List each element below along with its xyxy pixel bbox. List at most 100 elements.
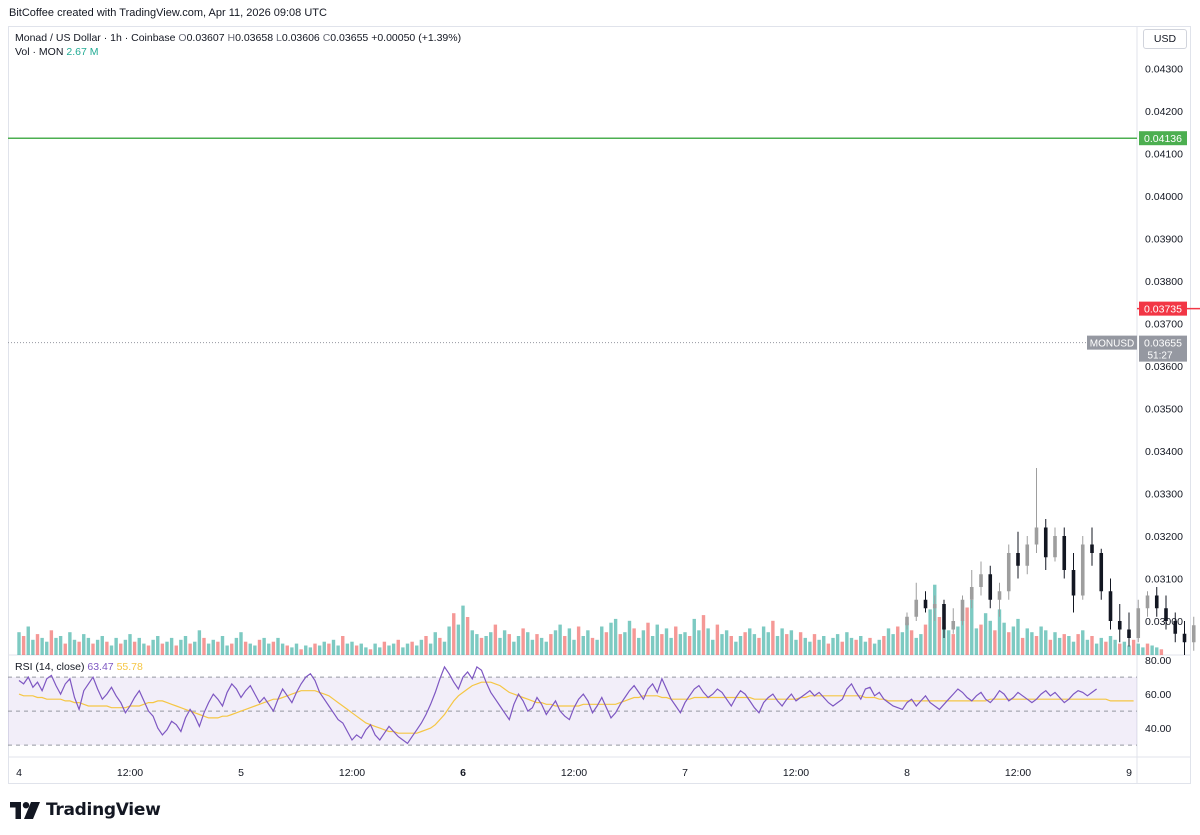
volume-bar xyxy=(317,645,322,655)
volume-bar xyxy=(359,643,363,655)
volume-bar xyxy=(313,643,317,655)
symbol-title[interactable]: Monad / US Dollar · 1h · Coinbase xyxy=(15,32,176,44)
volume-bar xyxy=(114,637,118,655)
volume-bar xyxy=(641,630,646,655)
volume-bar xyxy=(993,630,997,655)
support-tag-label: 0.04136 xyxy=(1144,133,1182,145)
volume-bar xyxy=(572,639,576,655)
volume-bar xyxy=(831,637,835,655)
volume-bar xyxy=(216,641,220,655)
candle-body xyxy=(1071,570,1076,596)
volume-bar xyxy=(257,639,262,655)
candle-body xyxy=(1164,608,1168,621)
volume-bar xyxy=(1122,641,1127,655)
volume-bar xyxy=(475,634,479,655)
volume-bar xyxy=(146,645,151,655)
volume-bar xyxy=(692,618,696,655)
volume-bar xyxy=(447,626,451,655)
volume-bar xyxy=(526,632,530,655)
volume-bar xyxy=(1127,645,1131,655)
brand-text: TradingView xyxy=(46,800,161,820)
volume-bar xyxy=(965,607,969,655)
volume-bar xyxy=(142,643,146,655)
volume-bar xyxy=(581,636,585,655)
volume-bar xyxy=(748,628,752,655)
tradingview-logo[interactable]: TradingView xyxy=(10,799,161,821)
volume-bar xyxy=(780,628,784,655)
volume-bar xyxy=(701,615,706,655)
resistance-tag xyxy=(1139,301,1187,316)
volume-bar xyxy=(45,641,49,655)
volume-bar xyxy=(202,637,206,655)
volume-bar xyxy=(757,637,761,655)
volume-bar xyxy=(697,630,701,655)
volume-bar xyxy=(1020,637,1025,655)
volume-bar xyxy=(239,632,243,655)
volume-bar xyxy=(905,622,909,655)
volume-bar xyxy=(590,637,595,655)
volume-bar xyxy=(456,624,461,655)
volume-value: 2.67 M xyxy=(66,46,99,58)
volume-bar xyxy=(785,634,789,655)
volume-bar xyxy=(1136,643,1140,655)
candle-body xyxy=(1006,553,1011,592)
volume-bar xyxy=(886,628,891,655)
volume-bar xyxy=(290,647,294,655)
volume-bar xyxy=(387,645,391,655)
volume-bar xyxy=(502,630,507,655)
time-tick-label: 12:00 xyxy=(339,767,365,779)
candle-body xyxy=(1117,621,1122,630)
volume-bar xyxy=(368,649,373,655)
high-label: H xyxy=(227,32,236,44)
volume-bar xyxy=(396,639,400,655)
volume-bar xyxy=(345,643,350,655)
volume-bar xyxy=(489,632,493,655)
volume-bar xyxy=(956,626,960,655)
price-levels xyxy=(8,137,1200,344)
volume-bar xyxy=(553,630,558,655)
volume-bar xyxy=(863,641,868,655)
volume-bar xyxy=(826,643,831,655)
volume-bar xyxy=(544,641,548,655)
volume-bar xyxy=(558,624,562,655)
candle-body xyxy=(1090,544,1094,553)
volume-bar xyxy=(563,636,567,655)
volume-bar xyxy=(119,643,123,655)
rsi-label[interactable]: RSI (14, close) xyxy=(15,661,85,673)
volume-bar xyxy=(132,641,137,655)
currency-button[interactable]: USD xyxy=(1143,29,1187,49)
close-label: C xyxy=(322,32,331,44)
volume-bar xyxy=(632,628,636,655)
volume-label[interactable]: Vol · MON xyxy=(15,46,64,58)
volume-bar xyxy=(1150,645,1154,655)
volume-bar xyxy=(419,639,424,655)
volume-bar xyxy=(1016,618,1020,655)
candle-body xyxy=(969,587,974,600)
candle-body xyxy=(1182,633,1187,643)
rsi-tick-label: 40.00 xyxy=(1145,723,1171,735)
volume-bar xyxy=(1007,632,1011,655)
volume-bar xyxy=(1062,634,1066,655)
volume-bar xyxy=(1099,637,1103,655)
volume-bar xyxy=(669,637,673,655)
rsi-value: 63.47 xyxy=(87,661,114,673)
volume-bar xyxy=(470,630,474,655)
price-tick-label: 0.03200 xyxy=(1145,531,1183,543)
volume-bar xyxy=(909,630,914,655)
volume-bar xyxy=(91,643,95,655)
volume-bar xyxy=(1145,643,1150,655)
volume-bar xyxy=(77,641,81,655)
volume-bar xyxy=(516,636,521,655)
volume-bar xyxy=(752,634,757,655)
volume-bar xyxy=(715,624,720,655)
volume-bar xyxy=(535,634,539,655)
volume-bar xyxy=(253,645,257,655)
candle-body xyxy=(979,574,983,587)
volume-bar xyxy=(1030,632,1034,655)
volume-bar xyxy=(822,636,826,655)
volume-bar xyxy=(711,639,715,655)
volume-bar xyxy=(183,636,188,655)
volume-bar xyxy=(1108,636,1113,655)
candle-body xyxy=(1154,595,1159,609)
